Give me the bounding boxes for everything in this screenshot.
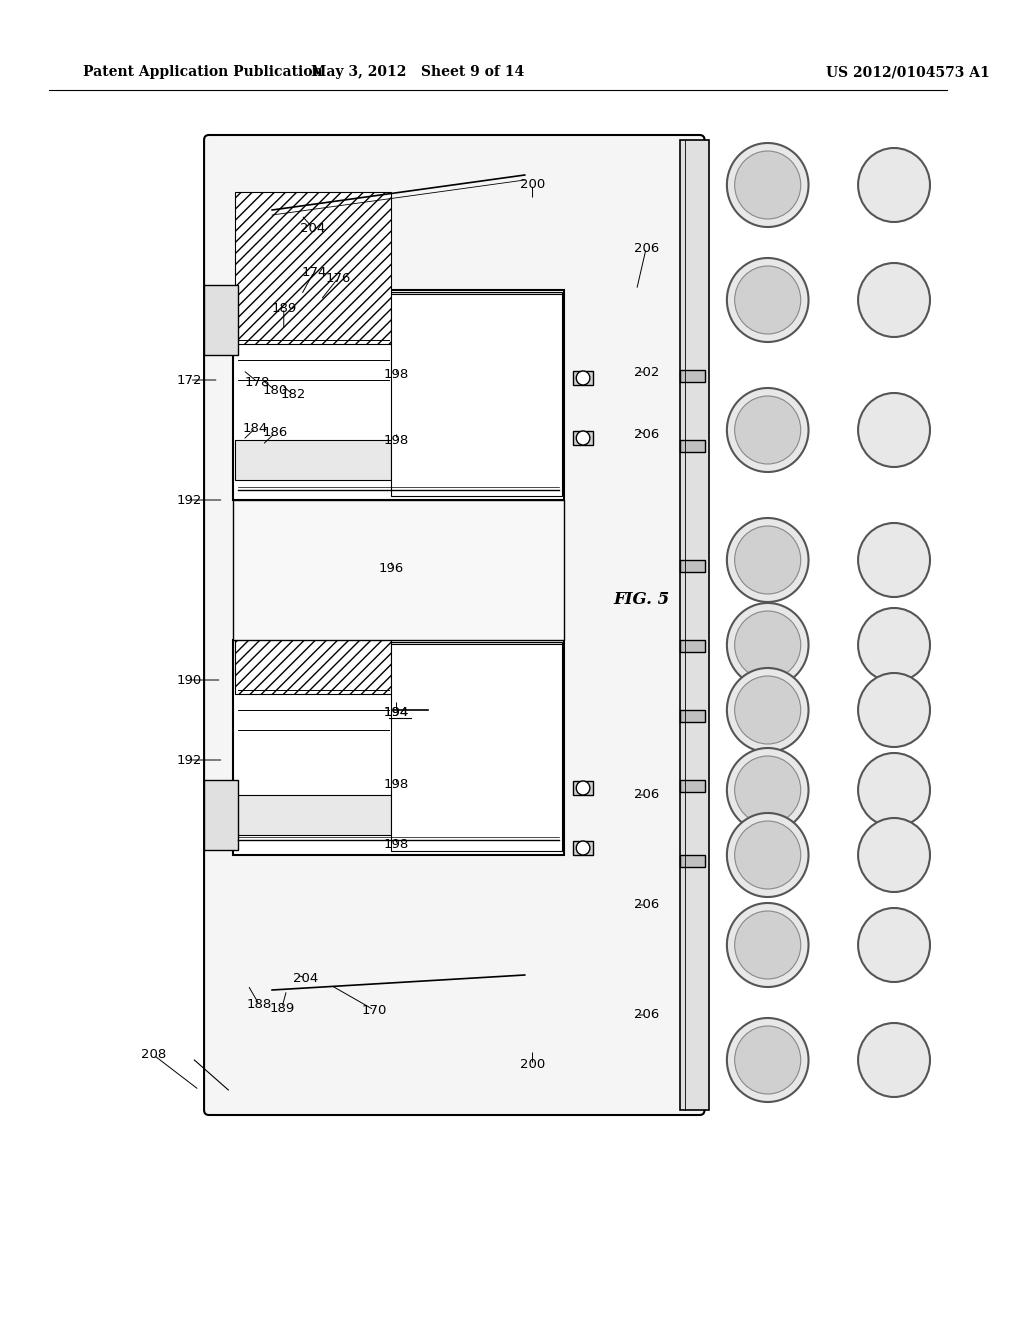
Bar — [236, 292, 562, 308]
Bar — [390, 644, 562, 851]
Text: May 3, 2012   Sheet 9 of 14: May 3, 2012 Sheet 9 of 14 — [311, 65, 524, 79]
Bar — [573, 371, 593, 385]
Circle shape — [727, 517, 809, 602]
Text: 184: 184 — [243, 421, 268, 434]
Circle shape — [734, 267, 801, 334]
Circle shape — [858, 908, 930, 982]
Bar — [573, 841, 593, 855]
Bar — [233, 500, 563, 640]
Text: 198: 198 — [384, 779, 410, 792]
Text: 194: 194 — [384, 705, 410, 718]
Text: 178: 178 — [245, 375, 270, 388]
Bar — [204, 285, 239, 355]
Circle shape — [734, 911, 801, 979]
Circle shape — [858, 752, 930, 828]
Text: 172: 172 — [177, 374, 203, 387]
Circle shape — [727, 603, 809, 686]
Bar — [236, 440, 390, 480]
Circle shape — [858, 818, 930, 892]
Bar — [236, 537, 390, 694]
Bar — [680, 710, 705, 722]
Circle shape — [727, 903, 809, 987]
Circle shape — [858, 673, 930, 747]
Text: 198: 198 — [384, 433, 410, 446]
Circle shape — [734, 396, 801, 465]
Bar — [680, 640, 705, 652]
Text: 170: 170 — [361, 1003, 387, 1016]
Text: 196: 196 — [379, 561, 404, 574]
Text: FIG. 5: FIG. 5 — [613, 591, 670, 609]
Text: 206: 206 — [634, 788, 658, 801]
Circle shape — [734, 525, 801, 594]
Bar — [236, 642, 562, 657]
Bar — [573, 781, 593, 795]
Circle shape — [734, 150, 801, 219]
Text: US 2012/0104573 A1: US 2012/0104573 A1 — [826, 65, 990, 79]
Text: 204: 204 — [300, 222, 326, 235]
Bar — [680, 140, 710, 1110]
Circle shape — [727, 143, 809, 227]
Bar — [236, 660, 562, 676]
Circle shape — [858, 148, 930, 222]
Text: 206: 206 — [634, 1008, 658, 1022]
Bar — [680, 370, 705, 381]
Bar — [680, 440, 705, 451]
Text: 189: 189 — [269, 1002, 295, 1015]
Text: 190: 190 — [177, 673, 202, 686]
Text: 202: 202 — [634, 366, 658, 379]
Text: Patent Application Publication: Patent Application Publication — [83, 65, 323, 79]
Text: 200: 200 — [520, 178, 545, 191]
Circle shape — [727, 668, 809, 752]
Text: 204: 204 — [294, 972, 318, 985]
Circle shape — [577, 841, 590, 855]
Bar — [680, 780, 705, 792]
FancyBboxPatch shape — [204, 135, 705, 1115]
Text: 200: 200 — [520, 1059, 545, 1072]
Circle shape — [727, 1018, 809, 1102]
Bar — [233, 290, 563, 500]
Bar — [236, 191, 390, 345]
Circle shape — [727, 813, 809, 898]
Bar — [236, 310, 562, 326]
Text: 192: 192 — [177, 754, 202, 767]
Text: 180: 180 — [262, 384, 288, 396]
Bar — [390, 294, 562, 496]
Circle shape — [858, 263, 930, 337]
Text: 208: 208 — [141, 1048, 166, 1061]
Circle shape — [734, 611, 801, 678]
Text: 186: 186 — [262, 426, 288, 440]
Circle shape — [734, 676, 801, 744]
Text: 198: 198 — [384, 838, 410, 851]
Circle shape — [734, 756, 801, 824]
Bar — [236, 795, 390, 836]
Text: 198: 198 — [384, 368, 410, 381]
Text: 182: 182 — [281, 388, 306, 401]
Circle shape — [858, 393, 930, 467]
Circle shape — [727, 388, 809, 473]
Text: 174: 174 — [301, 265, 327, 279]
Circle shape — [727, 257, 809, 342]
Text: 194: 194 — [384, 705, 410, 718]
Circle shape — [734, 821, 801, 888]
Text: 206: 206 — [634, 899, 658, 912]
Text: 189: 189 — [271, 301, 296, 314]
Circle shape — [858, 523, 930, 597]
Text: 206: 206 — [634, 242, 658, 255]
Circle shape — [858, 609, 930, 682]
Circle shape — [727, 748, 809, 832]
Bar — [680, 855, 705, 867]
Bar — [233, 640, 563, 855]
Circle shape — [577, 432, 590, 445]
Text: 188: 188 — [247, 998, 272, 1011]
Circle shape — [858, 1023, 930, 1097]
Text: 206: 206 — [634, 429, 658, 441]
Circle shape — [577, 781, 590, 795]
Text: 192: 192 — [177, 494, 202, 507]
Bar — [573, 432, 593, 445]
Text: 176: 176 — [326, 272, 351, 285]
Circle shape — [577, 371, 590, 385]
Bar — [204, 780, 239, 850]
Circle shape — [734, 1026, 801, 1094]
Bar — [680, 560, 705, 572]
